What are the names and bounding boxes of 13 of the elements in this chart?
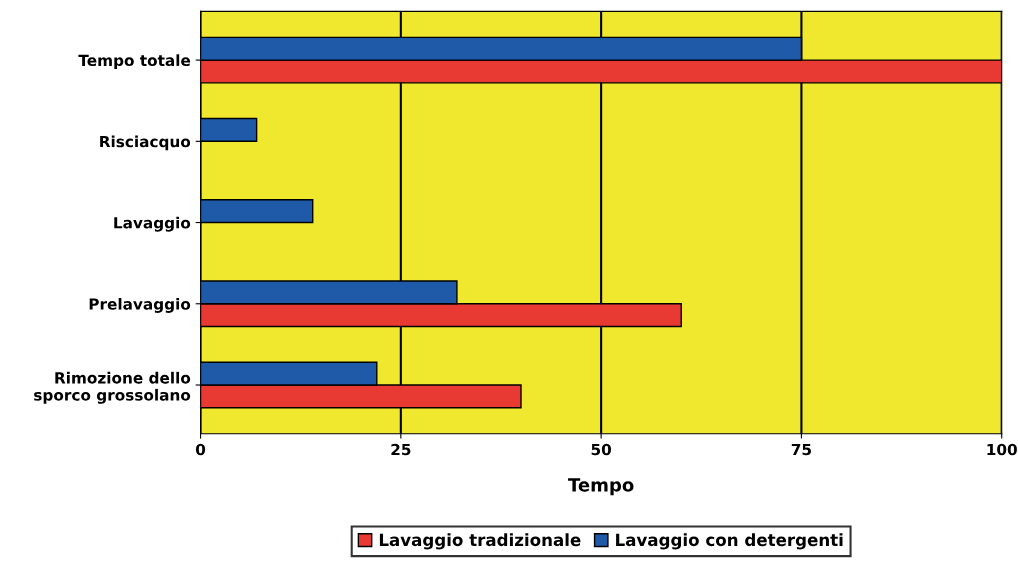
x-tick-label: 0 xyxy=(195,443,206,456)
x-axis-title: Tempo xyxy=(568,478,634,496)
x-tick-label: 25 xyxy=(391,443,411,456)
legend-label: Lavaggio con detergenti xyxy=(616,533,843,550)
y-tick-label: Risciacquo xyxy=(100,135,191,151)
y-tick-label: Prelavaggio xyxy=(89,297,191,313)
legend-label: Lavaggio tradizionale xyxy=(379,533,581,550)
y-tick-label: Lavaggio xyxy=(114,216,191,232)
x-tick-label: 50 xyxy=(591,443,612,456)
y-tick-label: Rimozione dello sporco grossolano xyxy=(34,371,191,404)
y-tick-label: Tempo totale xyxy=(78,54,191,70)
x-tick-label: 100 xyxy=(987,443,1017,456)
x-tick-label: 75 xyxy=(791,443,811,456)
